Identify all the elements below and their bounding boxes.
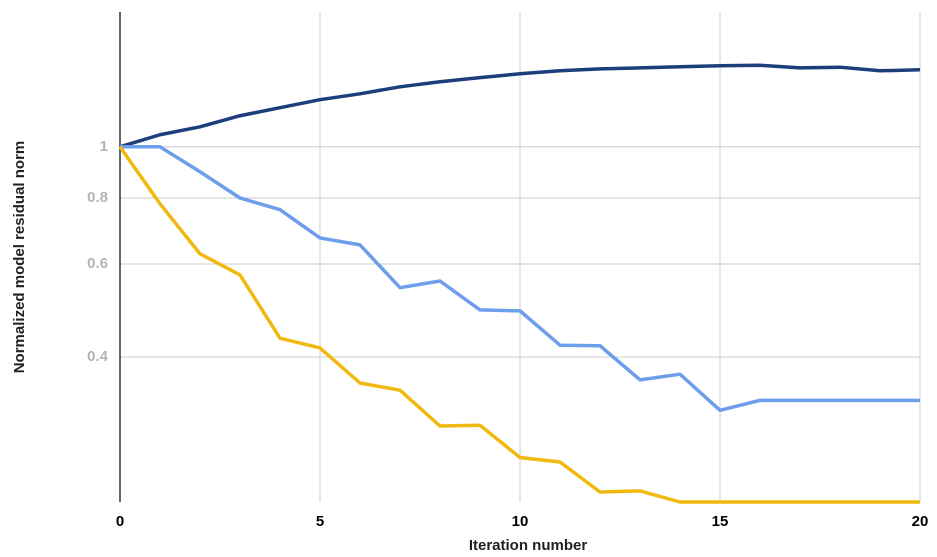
series-line [119, 63, 921, 149]
x-tick-label: 15 [712, 513, 729, 530]
x-tick-label: 10 [512, 513, 529, 530]
y-tick-label: 1 [100, 138, 108, 155]
y-tick-label: 0.6 [87, 255, 108, 272]
x-axis-label: Iteration number [469, 537, 588, 554]
x-tick-label: 0 [116, 513, 124, 530]
x-tick-label: 5 [316, 513, 324, 530]
series-line [120, 145, 920, 413]
y-axis-label: Normalized model residual norm [11, 141, 28, 374]
y-tick-label: 0.4 [87, 348, 109, 365]
series-line [118, 145, 920, 504]
x-tick-label: 20 [912, 513, 929, 530]
y-tick-label: 0.8 [87, 189, 108, 206]
